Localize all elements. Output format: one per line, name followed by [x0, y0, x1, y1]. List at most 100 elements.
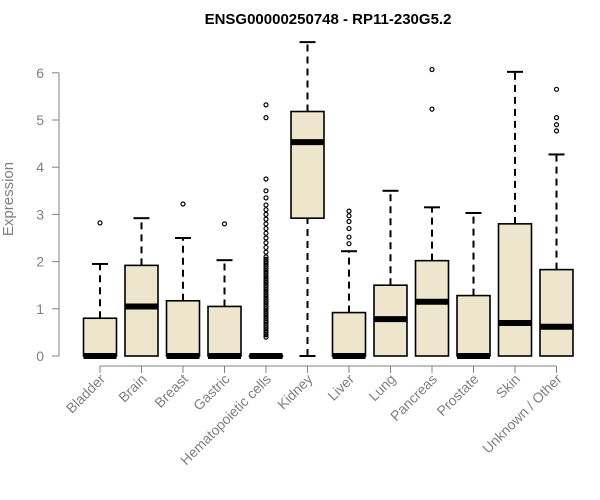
outlier-point: [263, 320, 269, 326]
x-tick-label: Bladder: [63, 371, 109, 417]
outlier-point: [263, 263, 269, 269]
box: [124, 264, 159, 357]
outlier-point: [263, 299, 269, 305]
box: [414, 259, 450, 357]
outlier-point: [263, 244, 269, 251]
outlier-point: [346, 234, 352, 240]
box: [497, 223, 533, 357]
outlier-point: [553, 122, 560, 128]
outlier-point: [263, 306, 269, 312]
outlier-point: [553, 86, 560, 92]
box: [165, 299, 201, 357]
outlier-point: [263, 310, 269, 317]
outlier-point: [263, 207, 269, 213]
box-group: [124, 217, 159, 357]
y-tick-label: 5: [36, 112, 44, 128]
outlier-point: [263, 266, 269, 272]
outlier-point: [263, 202, 269, 208]
outlier-point: [263, 176, 269, 182]
x-tick-label: Kidney: [274, 371, 316, 413]
outlier-point: [429, 106, 435, 112]
boxes: [82, 41, 574, 359]
box-group: [248, 102, 284, 359]
outlier-point: [263, 301, 269, 307]
box: [331, 311, 367, 357]
y-axis-label: Expression: [0, 162, 17, 236]
outlier-point: [97, 220, 103, 226]
outlier-point: [263, 115, 269, 121]
outlier-point: [263, 275, 269, 281]
box: [456, 294, 491, 357]
y-tick-label: 2: [36, 254, 44, 270]
outlier-point: [263, 313, 269, 319]
x-tick-label: Brain: [115, 371, 149, 405]
outlier-point: [263, 270, 269, 276]
box-group: [539, 86, 574, 357]
box-group: [373, 189, 408, 357]
outlier-point: [263, 308, 269, 314]
outlier-point: [263, 273, 269, 279]
outlier-point: [263, 221, 269, 227]
y-tick-label: 3: [36, 206, 44, 222]
outlier-point: [263, 188, 269, 194]
outlier-point: [263, 303, 269, 310]
outlier-point: [263, 225, 269, 232]
box-group: [290, 41, 325, 357]
outlier-point: [263, 329, 269, 335]
outlier-point: [553, 128, 560, 134]
outlier-point: [263, 249, 269, 255]
y-tick-label: 4: [36, 159, 44, 175]
outlier-point: [263, 230, 269, 236]
outlier-point: [346, 208, 352, 214]
outlier-point: [263, 254, 269, 260]
outlier-point: [346, 218, 352, 225]
x-tick-label: Unknown / Other: [479, 371, 565, 457]
outlier-point: [180, 201, 186, 207]
outlier-point: [263, 289, 269, 295]
outlier-point: [263, 284, 269, 291]
outlier-point: [221, 221, 228, 227]
outlier-point: [263, 268, 269, 274]
outlier-point: [263, 294, 269, 300]
y-tick-label: 0: [36, 348, 44, 364]
box: [82, 317, 118, 357]
x-tick-label: Breast: [151, 371, 191, 411]
outlier-point: [346, 213, 352, 219]
box-group: [82, 220, 118, 359]
outlier-point: [263, 195, 269, 201]
outlier-point: [263, 280, 269, 286]
outlier-point: [263, 102, 269, 108]
outlier-point: [263, 259, 269, 265]
outlier-point: [263, 332, 269, 338]
outlier-point: [263, 334, 269, 340]
y-tick-label: 6: [36, 65, 44, 81]
outlier-point: [346, 225, 352, 232]
outlier-point: [263, 322, 269, 328]
box: [290, 110, 325, 219]
chart-title: ENSG00000250748 - RP11-230G5.2: [205, 11, 452, 28]
outlier-point: [263, 240, 269, 246]
outlier-point: [263, 327, 269, 333]
box-group: [497, 70, 533, 357]
box-group: [165, 201, 201, 359]
box: [539, 268, 574, 357]
y-tick-label: 1: [36, 301, 44, 317]
axes: 0 1 2 3 4 5 6: [36, 65, 557, 373]
outlier-point: [263, 292, 269, 298]
x-tick-label: Prostate: [433, 371, 481, 419]
outlier-point: [263, 277, 269, 284]
outlier-point: [263, 325, 269, 331]
outlier-point: [263, 235, 269, 241]
outlier-point: [263, 315, 269, 321]
outlier-point: [346, 241, 352, 247]
outlier-point: [553, 115, 560, 121]
box: [207, 305, 242, 357]
outlier-point: [429, 66, 435, 73]
x-tick-label: Liver: [324, 371, 357, 404]
box-group: [456, 211, 491, 359]
outlier-point: [263, 296, 269, 302]
box-group: [207, 221, 242, 359]
outlier-point: [263, 282, 269, 288]
